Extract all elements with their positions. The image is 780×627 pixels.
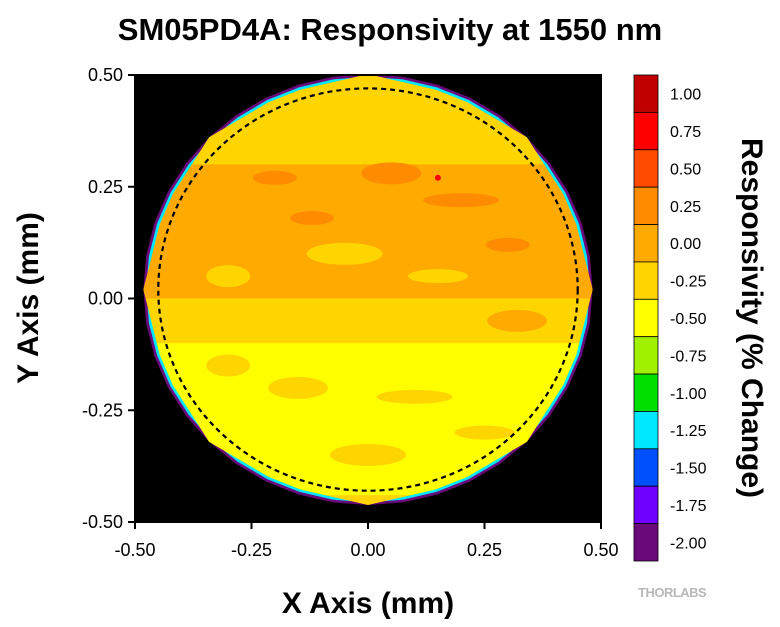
colorbar-label: -1.25 — [670, 423, 707, 440]
texture-patch — [361, 162, 422, 185]
y-tick-label: -0.50 — [82, 512, 123, 532]
colorbar-swatch — [633, 186, 659, 225]
colorbar-label: 0.50 — [670, 161, 701, 178]
colorbar-label: -0.75 — [670, 348, 707, 365]
aperture-circle — [157, 87, 579, 492]
disc-interior — [143, 75, 593, 506]
colorbar-swatch — [633, 523, 659, 562]
colorbar-label: -0.50 — [670, 311, 707, 328]
colorbar-swatch — [633, 336, 659, 375]
thorlabs-logo: THORLABS — [638, 585, 707, 600]
x-tick-label: -0.50 — [114, 540, 155, 560]
colorbar-label: -1.75 — [670, 498, 707, 515]
region-1 — [143, 164, 593, 299]
texture-patch — [376, 389, 453, 404]
colorbar-swatch — [633, 411, 659, 450]
colorbar-label: -0.25 — [670, 274, 707, 291]
colorbar-swatch — [633, 111, 659, 151]
colorbar-label: -1.50 — [670, 461, 707, 478]
texture-patch — [252, 170, 297, 185]
chart-title: SM05PD4A: Responsivity at 1550 nm — [117, 12, 663, 47]
colorbar-swatch — [633, 448, 659, 487]
colorbar-swatch — [633, 373, 659, 412]
texture-patch — [485, 237, 530, 252]
texture-patch — [330, 443, 406, 466]
y-tick-label: 0.00 — [88, 289, 123, 309]
texture-patch — [487, 309, 548, 332]
texture-patch — [268, 376, 329, 399]
x-tick-label: 0.25 — [467, 540, 502, 560]
y-tick-label: -0.25 — [82, 400, 123, 420]
y-tick-label: 0.25 — [88, 177, 123, 197]
colorbar-swatch — [633, 224, 659, 263]
x-tick-label: 0.00 — [350, 540, 385, 560]
texture-patch — [306, 242, 383, 265]
colorbar-swatch — [633, 149, 659, 188]
colorbar-label: 0.00 — [670, 236, 701, 253]
x-tick-label: -0.25 — [231, 540, 272, 560]
x-axis-title: X Axis (mm) — [282, 587, 454, 620]
colorbar-swatch — [633, 485, 659, 525]
colorbar-label: -2.00 — [670, 535, 707, 552]
texture-patch — [206, 265, 251, 288]
hotspot — [434, 174, 441, 181]
texture-patch — [454, 425, 515, 440]
colorbar-label: 0.25 — [670, 199, 701, 216]
texture-patch — [407, 269, 468, 284]
texture-patch — [290, 211, 335, 226]
colorbar-swatch — [633, 74, 659, 113]
colorbar-title: Responsivity (% Change) — [735, 138, 768, 498]
colorbar-label: -1.00 — [670, 386, 707, 403]
colorbar-label: 1.00 — [670, 87, 701, 104]
colorbar-label: 0.75 — [670, 124, 701, 141]
colorbar-swatch — [633, 298, 659, 338]
colorbar-swatch — [633, 261, 659, 300]
x-tick-label: 0.50 — [583, 540, 618, 560]
texture-patch — [423, 193, 500, 208]
texture-patch — [206, 354, 251, 377]
y-axis-title: Y Axis (mm) — [12, 212, 45, 384]
y-tick-label: 0.50 — [88, 65, 123, 85]
